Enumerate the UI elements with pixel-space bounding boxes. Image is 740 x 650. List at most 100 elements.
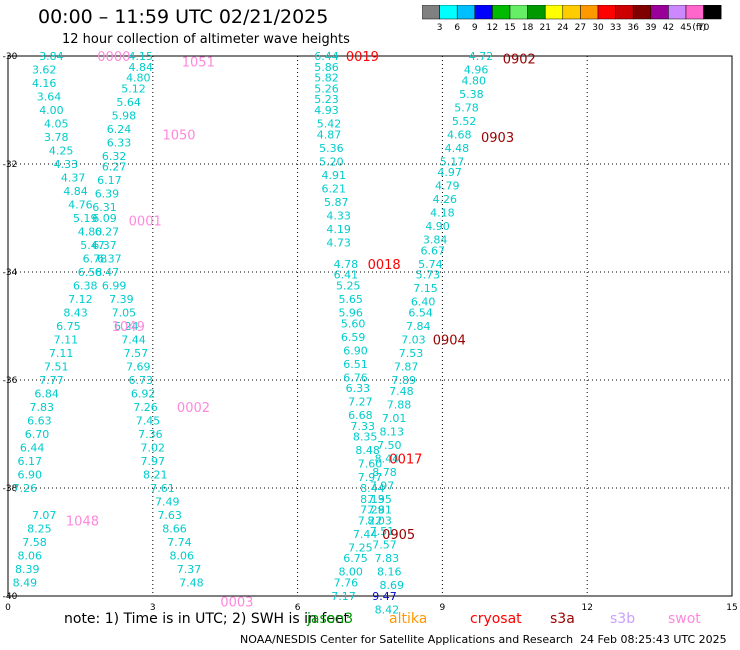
wave-height-label: 6.90 bbox=[17, 469, 42, 482]
footer-credit: NOAA/NESDIS Center for Satellite Applica… bbox=[240, 633, 574, 646]
wave-height-label: 7.53 bbox=[399, 347, 424, 360]
pass-time-label: 0003 bbox=[220, 595, 253, 610]
wave-height-label: 5.65 bbox=[338, 293, 363, 306]
wave-height-label: 5.86 bbox=[314, 61, 339, 74]
wave-height-label: 7.27 bbox=[348, 396, 373, 409]
wave-height-label: 8.43 bbox=[63, 307, 88, 320]
pass-time-label: 0903 bbox=[481, 131, 514, 146]
satellite-legend-s3a: s3a bbox=[550, 611, 575, 627]
wave-height-label: 6.70 bbox=[25, 428, 50, 441]
wave-height-label: 5.25 bbox=[336, 280, 361, 293]
wave-height-label: 7.57 bbox=[372, 539, 397, 552]
wave-height-label: 7.87 bbox=[394, 361, 419, 374]
wave-height-label: 7.03 bbox=[401, 334, 426, 347]
wave-height-label: 7.88 bbox=[387, 398, 412, 411]
wave-height-label: 5.64 bbox=[116, 96, 141, 109]
wave-height-label: 5.23 bbox=[314, 93, 339, 106]
wave-height-label: 6.31 bbox=[92, 201, 117, 214]
wave-height-label: 6.67 bbox=[420, 244, 445, 257]
wave-height-label: 4.73 bbox=[326, 236, 351, 249]
colorbar-tick-label: 9 bbox=[472, 23, 478, 33]
wave-height-label: 6.99 bbox=[102, 280, 127, 293]
colorbar-unit-label: (ft) bbox=[692, 23, 706, 33]
wave-height-label: 4.16 bbox=[32, 77, 57, 90]
wave-height-label: 7.11 bbox=[54, 334, 79, 347]
wave-height-label: 8.49 bbox=[13, 577, 38, 590]
y-tick-label: -38 bbox=[3, 484, 18, 494]
wave-height-label: 7.95 bbox=[367, 493, 392, 506]
colorbar-tick-label: 21 bbox=[539, 23, 550, 33]
y-tick-label: -36 bbox=[3, 376, 18, 386]
wave-height-label: 7.74 bbox=[167, 536, 192, 549]
colorbar-tick-label: 18 bbox=[522, 23, 534, 33]
wave-height-label: 6.09 bbox=[92, 212, 117, 225]
wave-height-label: 7.83 bbox=[30, 401, 55, 414]
wave-height-label: 7.51 bbox=[44, 361, 69, 374]
wave-height-label: 4.80 bbox=[462, 74, 487, 87]
wave-height-label: 7.36 bbox=[138, 428, 163, 441]
colorbar-tick-label: 15 bbox=[504, 23, 515, 33]
wave-height-label: 7.33 bbox=[351, 420, 376, 433]
wave-height-label: 7.84 bbox=[406, 320, 431, 333]
wave-height-label: 6.75 bbox=[56, 320, 81, 333]
wave-height-label: 8.69 bbox=[379, 579, 404, 592]
wave-height-label: 5.73 bbox=[416, 269, 441, 282]
wave-height-label: 6.24 bbox=[107, 123, 132, 136]
wave-height-label: 6.44 bbox=[314, 50, 339, 63]
wave-height-label: 8.35 bbox=[353, 431, 378, 444]
wave-height-label: 4.78 bbox=[334, 258, 359, 271]
wave-height-label: 8.06 bbox=[170, 550, 195, 563]
wave-height-label: 6.75 bbox=[343, 552, 368, 565]
wave-height-label: 6.84 bbox=[34, 388, 59, 401]
wave-height-label: 6.17 bbox=[97, 174, 122, 187]
wave-height-label: 4.84 bbox=[63, 185, 88, 198]
wave-height-label: 7.48 bbox=[179, 577, 204, 590]
wave-height-label: 6.59 bbox=[341, 331, 366, 344]
colorbar-tick-label: 70 bbox=[698, 23, 710, 33]
wave-height-label: 7.97 bbox=[141, 455, 166, 468]
satellite-legend-s3b: s3b bbox=[610, 611, 636, 627]
x-tick-label: 3 bbox=[150, 603, 156, 613]
wave-height-label: 8.66 bbox=[162, 523, 187, 536]
wave-height-label: 5.19 bbox=[73, 212, 98, 225]
satellite-legend-altika: altika bbox=[389, 611, 428, 627]
wave-height-label: 7.26 bbox=[133, 401, 158, 414]
wave-height-label: 7.45 bbox=[136, 415, 161, 428]
colorbar-tick-label: 6 bbox=[454, 23, 460, 33]
wave-height-label: 7.02 bbox=[141, 442, 166, 455]
wave-height-label: 4.96 bbox=[464, 64, 489, 77]
wave-height-label: 5.47 bbox=[80, 239, 105, 252]
wave-height-label: 7.51 bbox=[370, 525, 395, 538]
wave-height-label: 7.81 bbox=[367, 504, 392, 517]
colorbar-tick-label: 36 bbox=[627, 23, 639, 33]
pass-time-label: 0902 bbox=[503, 53, 536, 68]
pass-time-label: 0017 bbox=[389, 452, 422, 467]
wave-height-label: 7.89 bbox=[392, 374, 417, 387]
wave-height-label: 6.40 bbox=[411, 296, 436, 309]
wave-height-label: 5.36 bbox=[319, 142, 344, 155]
wave-height-label: 4.90 bbox=[425, 220, 450, 233]
wave-height-label: 7.97 bbox=[370, 479, 395, 492]
wave-height-label: 8.48 bbox=[355, 444, 380, 457]
wave-height-label: 6.38 bbox=[73, 280, 98, 293]
wave-height-label: 5.42 bbox=[317, 118, 342, 131]
wave-height-label: 4.26 bbox=[433, 193, 458, 206]
wave-height-label: 6.37 bbox=[97, 253, 122, 266]
wave-height-label: 4.97 bbox=[437, 166, 462, 179]
wave-height-label: 8.42 bbox=[375, 604, 400, 617]
wave-height-label: 5.52 bbox=[452, 115, 477, 128]
wave-height-label: 6.32 bbox=[102, 150, 127, 163]
colorbar-tick-label: 42 bbox=[663, 23, 674, 33]
wave-height-label: 4.48 bbox=[445, 142, 470, 155]
y-tick-label: -34 bbox=[3, 268, 18, 278]
wave-height-label: 7.77 bbox=[39, 374, 64, 387]
wave-height-label: 6.63 bbox=[27, 415, 52, 428]
wave-height-label: 7.49 bbox=[155, 496, 180, 509]
wave-height-label: 4.87 bbox=[317, 128, 342, 141]
wave-height-label: 4.93 bbox=[314, 104, 339, 117]
wave-height-label: 8.44 bbox=[375, 452, 400, 465]
wave-height-label: 7.58 bbox=[22, 536, 47, 549]
wave-height-label: 9.47 bbox=[372, 590, 397, 603]
wave-height-label: 7.15 bbox=[413, 282, 438, 295]
satellite-legend-jason3: jason3 bbox=[307, 611, 354, 627]
